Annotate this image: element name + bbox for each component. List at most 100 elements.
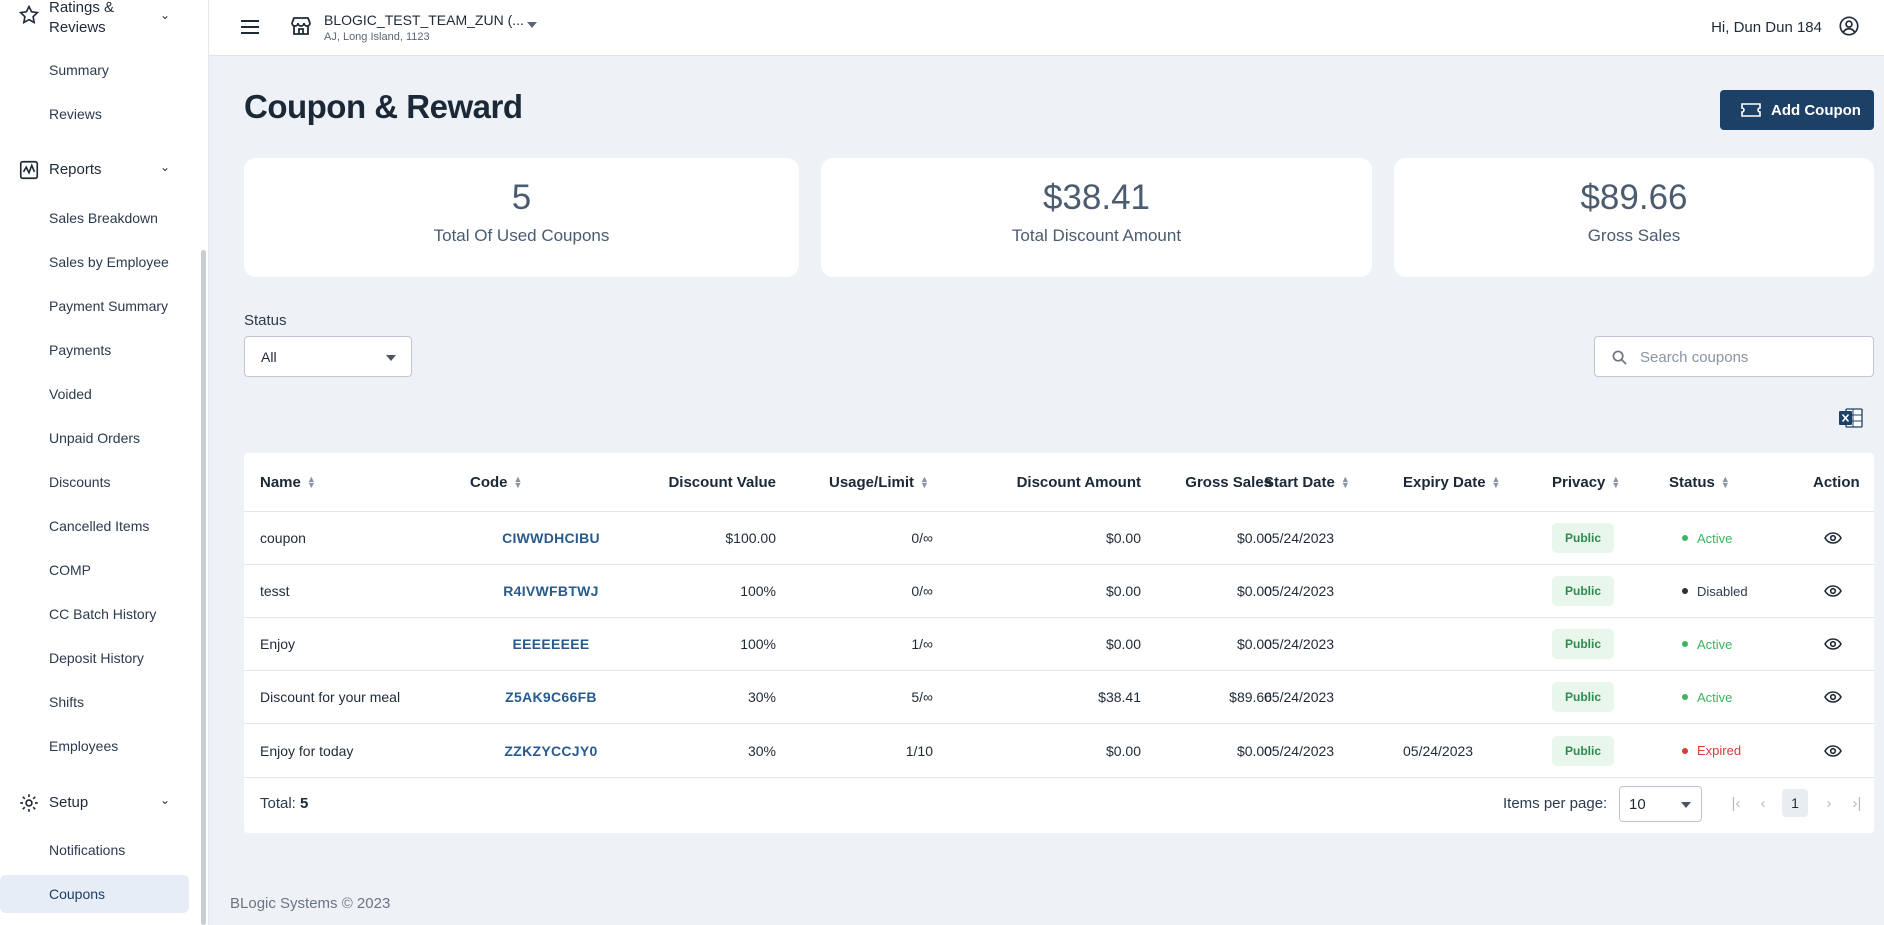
footer-copyright: BLogic Systems © 2023 [230, 895, 391, 912]
sidebar-item-payment-summary[interactable]: Payment Summary [49, 298, 169, 314]
last-page-icon[interactable]: ›| [1852, 794, 1862, 812]
sidebar-item-cancelled-items[interactable]: Cancelled Items [49, 518, 150, 534]
cell-name: Enjoy [260, 636, 296, 652]
search-box [1594, 336, 1874, 377]
menu-icon[interactable] [239, 16, 261, 38]
sort-icon[interactable]: ▲ ▼ [1720, 474, 1730, 490]
cell-name: tesst [260, 583, 290, 599]
view-button[interactable] [1824, 618, 1842, 670]
cell-gross-sales: $0.00 [1236, 583, 1272, 599]
add-coupon-label: Add Coupon [1771, 101, 1861, 119]
sidebar-item-discounts[interactable]: Discounts [49, 474, 111, 490]
column-header-status[interactable]: Status ▲ ▼ [1669, 473, 1730, 491]
status-text: Active [1697, 689, 1733, 705]
column-header-privacy[interactable]: Privacy ▲ ▼ [1552, 473, 1621, 491]
column-header-expiry-date[interactable]: Expiry Date ▲ ▼ [1403, 473, 1501, 491]
status-dot [1682, 588, 1688, 594]
sort-icon[interactable]: ▲ ▼ [306, 474, 316, 490]
table-row[interactable]: coupon CIWWDHCIBU $100.00 0/∞ $0.00 $0.00 05/2… [244, 512, 1874, 565]
sidebar-item-payments[interactable]: Payments [49, 342, 112, 358]
column-header-usage-limit[interactable]: Usage/Limit ▲ ▼ [829, 473, 929, 491]
sidebar-group-ratings[interactable]: Ratings & Reviews ⌄ [0, 0, 200, 36]
cell-name: Discount for your meal [260, 689, 401, 705]
column-header-action: Action [1813, 473, 1860, 491]
cell-code[interactable]: CIWWDHCIBU [502, 530, 600, 546]
cell-name: Enjoy for today [260, 742, 354, 759]
current-page[interactable]: 1 [1782, 789, 1808, 817]
sidebar-group-label: Reports [49, 161, 102, 178]
eye-icon [1824, 638, 1842, 650]
items-per-page-select[interactable]: 10 [1619, 786, 1702, 822]
sidebar-item-sales-by-employee[interactable]: Sales by Employee [49, 254, 169, 270]
store-name[interactable]: BLOGIC_TEST_TEAM_ZUN (... [324, 12, 524, 28]
view-button[interactable] [1824, 724, 1842, 777]
sidebar-scrollbar[interactable] [201, 250, 206, 925]
sidebar-item-reviews[interactable]: Reviews [49, 106, 102, 122]
activity-chart-icon [19, 160, 39, 180]
caret-down-icon[interactable] [527, 22, 537, 28]
prev-page-icon[interactable]: ‹ [1760, 794, 1766, 812]
cell-code[interactable]: R4IVWFBTWJ [503, 583, 599, 599]
user-account-icon[interactable] [1838, 15, 1860, 37]
sidebar-item-cc-batch-history[interactable]: CC Batch History [49, 606, 157, 622]
sidebar-item-summary[interactable]: Summary [49, 62, 109, 78]
first-page-icon[interactable]: |‹ [1731, 794, 1741, 812]
view-button[interactable] [1824, 565, 1842, 617]
column-header-gross-sales: Gross Sales [1185, 473, 1272, 491]
cell-code[interactable]: Z5AK9C66FB [505, 689, 597, 705]
sidebar-group-reports[interactable]: Reports ⌄ [0, 158, 200, 182]
column-header-code[interactable]: Code ▲ ▼ [470, 473, 523, 491]
status-dot [1682, 747, 1688, 754]
search-input[interactable] [1640, 346, 1860, 368]
sort-icon[interactable]: ▲ ▼ [1491, 474, 1501, 490]
table-row[interactable]: Discount for your meal Z5AK9C66FB 30% 5/∞ $3… [244, 671, 1874, 724]
sidebar-group-label: Setup [49, 794, 89, 811]
cell-usage-limit: 1/10 [905, 742, 933, 759]
table-row[interactable]: Enjoy for today ZZKZYCCJY0 30% 1/10 $0.00 $0.… [244, 724, 1874, 778]
sidebar-item-comp[interactable]: COMP [49, 562, 91, 578]
next-page-icon[interactable]: › [1826, 794, 1832, 812]
cell-start-date: 05/24/2023 [1264, 636, 1335, 652]
privacy-badge: Public [1552, 735, 1615, 766]
sidebar-item-voided[interactable]: Voided [49, 386, 92, 402]
view-button[interactable] [1824, 512, 1842, 564]
excel-export-icon[interactable] [1838, 407, 1863, 429]
sort-icon[interactable]: ▲ ▼ [513, 474, 523, 490]
cell-code[interactable]: ZZKZYCCJY0 [504, 742, 598, 759]
sidebar-group-setup[interactable]: Setup ⌄ [0, 791, 200, 815]
items-per-page-value: 10 [1629, 795, 1646, 813]
stat-card-gross-sales: $89.66 Gross Sales [1394, 158, 1874, 277]
status-filter-select[interactable]: All [244, 336, 412, 377]
column-header-name[interactable]: Name ▲ ▼ [260, 473, 316, 491]
sort-icon[interactable]: ▲ ▼ [920, 474, 929, 490]
cell-discount-amount: $0.00 [1105, 636, 1141, 652]
sidebar-item-sales-breakdown[interactable]: Sales Breakdown [49, 210, 158, 226]
view-button[interactable] [1824, 671, 1842, 723]
cell-code[interactable]: EEEEEEEE [512, 636, 590, 652]
ticket-icon [1741, 103, 1761, 117]
stat-card-discount-amount: $38.41 Total Discount Amount [821, 158, 1372, 277]
sidebar-item-deposit-history[interactable]: Deposit History [49, 650, 144, 666]
status-badge: Active [1682, 671, 1732, 723]
cell-discount-amount: $0.00 [1105, 742, 1141, 759]
table-row[interactable]: Enjoy EEEEEEEE 100% 1/∞ $0.00 $0.00 05/24/2023… [244, 618, 1874, 671]
status-dot [1682, 694, 1688, 700]
store-icon [291, 17, 311, 35]
cell-start-date: 05/24/2023 [1264, 689, 1335, 705]
sidebar-item-coupons[interactable]: Coupons [0, 875, 189, 913]
user-greeting: Hi, Dun Dun 184 [1711, 19, 1822, 36]
sidebar-item-notifications[interactable]: Notifications [49, 842, 126, 858]
add-coupon-button[interactable]: Add Coupon [1720, 90, 1874, 130]
sidebar-item-shifts[interactable]: Shifts [49, 694, 85, 710]
status-filter-value: All [261, 348, 277, 365]
column-header-start-date[interactable]: Start Date ▲ ▼ [1264, 473, 1350, 491]
sidebar-item-employees[interactable]: Employees [49, 738, 119, 754]
stat-label: Total Discount Amount [1011, 226, 1182, 245]
sort-icon[interactable]: ▲ ▼ [1611, 474, 1621, 490]
table-row[interactable]: tesst R4IVWFBTWJ 100% 0/∞ $0.00 $0.00 05/24/20… [244, 565, 1874, 618]
sort-icon[interactable]: ▲ ▼ [1340, 474, 1350, 490]
coupons-table: Name ▲ ▼ Code ▲ ▼ Discount Value Usage/Limit… [244, 453, 1874, 833]
cell-discount-amount: $38.41 [1098, 689, 1141, 705]
sidebar-item-unpaid-orders[interactable]: Unpaid Orders [49, 430, 141, 446]
eye-icon [1824, 585, 1842, 597]
